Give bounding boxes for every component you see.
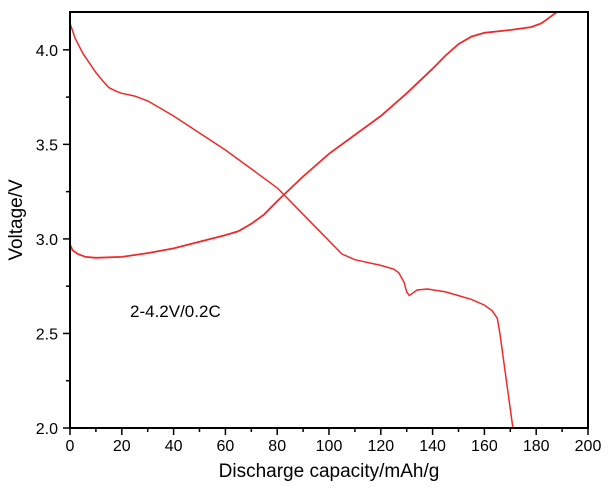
- x-tick-label: 120: [367, 438, 394, 455]
- x-tick-label: 20: [113, 438, 131, 455]
- x-tick-label: 180: [523, 438, 550, 455]
- y-axis-label: Voltage/V: [6, 179, 27, 261]
- x-tick-label: 100: [316, 438, 343, 455]
- y-tick-label: 3.5: [36, 137, 58, 154]
- y-tick-label: 4.0: [36, 43, 58, 60]
- x-tick-label: 60: [217, 438, 235, 455]
- y-tick-label: 3.0: [36, 232, 58, 249]
- x-tick-label: 40: [165, 438, 183, 455]
- x-tick-label: 200: [575, 438, 602, 455]
- charge-curve: [69, 11, 558, 259]
- x-tick-label: 0: [66, 438, 75, 455]
- x-tick-label: 160: [471, 438, 498, 455]
- x-tick-label: 80: [268, 438, 286, 455]
- y-tick-label: 2.5: [36, 326, 58, 343]
- plot-frame: [69, 11, 589, 429]
- discharge-curve: [69, 23, 514, 429]
- annotation: 2-4.2V/0.2C: [130, 302, 221, 321]
- x-tick-label: 140: [419, 438, 446, 455]
- y-tick-label: 2.0: [36, 421, 58, 438]
- x-axis-label: Discharge capacity/mAh/g: [219, 461, 440, 482]
